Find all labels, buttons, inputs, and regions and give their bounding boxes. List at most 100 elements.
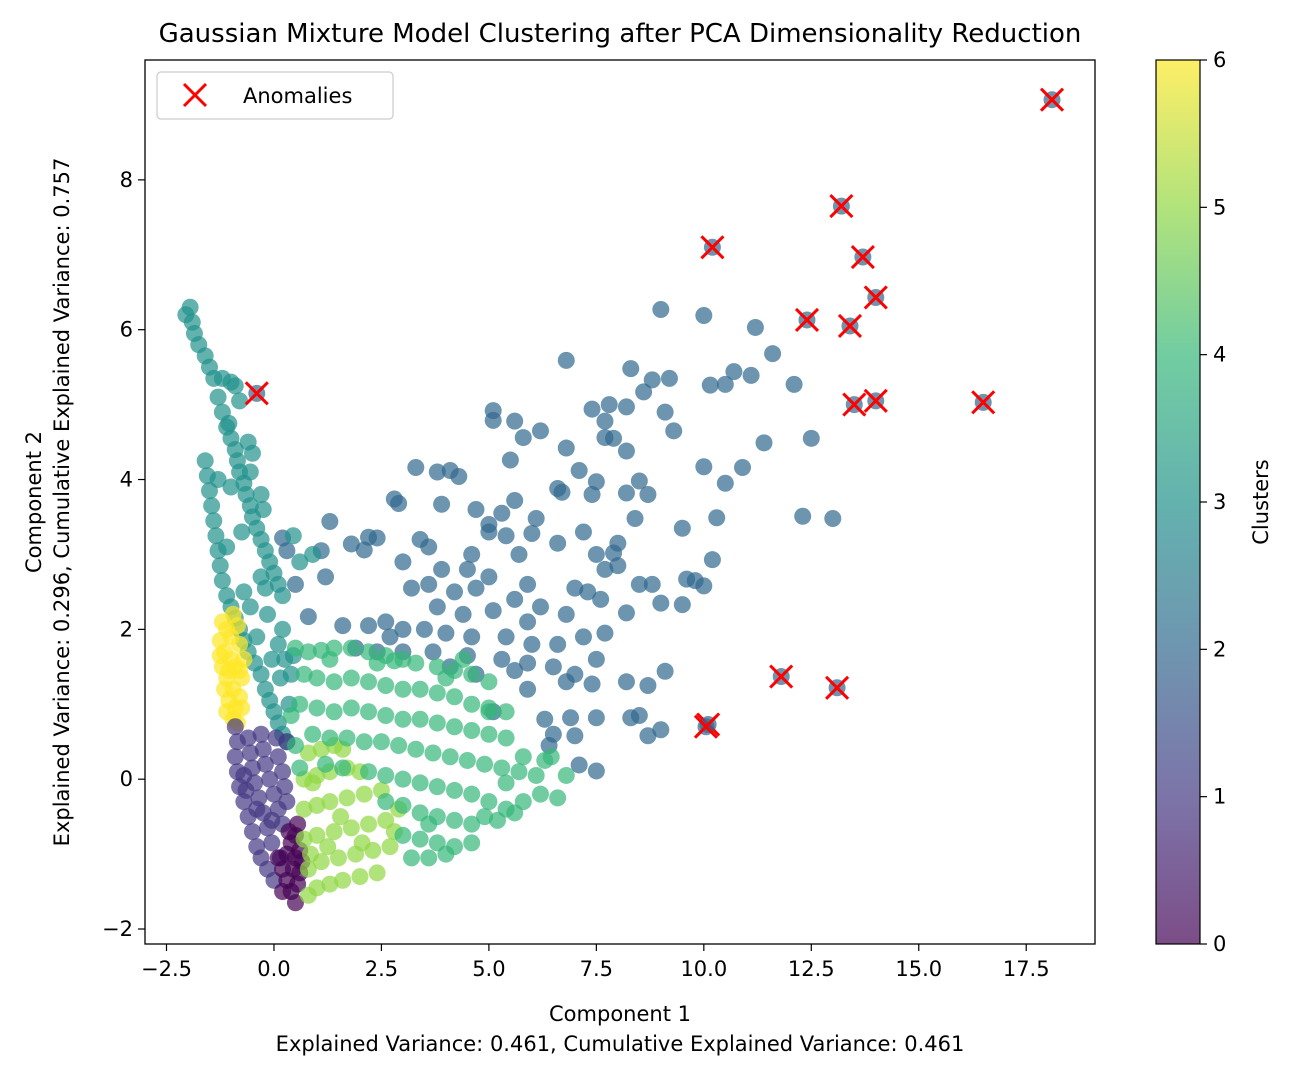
cluster-4-point — [385, 652, 403, 670]
cluster-4-point — [476, 755, 494, 773]
cluster-2-point — [506, 662, 524, 680]
cluster-2-point — [557, 673, 575, 691]
cluster-2-point — [286, 575, 304, 593]
cluster-2-point — [596, 624, 614, 642]
cluster-2-point — [716, 375, 734, 393]
cluster-4-point — [420, 815, 438, 833]
cluster-2-point — [368, 529, 386, 547]
cluster-4-point — [446, 688, 464, 706]
cluster-4-point — [446, 781, 464, 799]
cluster-4-point — [497, 729, 515, 747]
cluster-4-point — [510, 763, 528, 781]
cluster-3-point — [252, 665, 270, 683]
cluster-4-point — [403, 849, 421, 867]
cluster-3-point — [243, 444, 261, 462]
cluster-4-point — [506, 804, 524, 822]
cluster-3-point — [254, 500, 272, 518]
cluster-2-point — [480, 568, 498, 586]
cluster-4-point — [480, 725, 498, 743]
cluster-4-point — [342, 669, 360, 687]
cluster-2-point — [701, 376, 719, 394]
cluster-4-point — [334, 759, 352, 777]
x-tick-label: 5.0 — [472, 957, 505, 981]
cluster-1-point — [241, 744, 259, 762]
y-axis-ticks: −2 0 2 4 6 8 — [102, 168, 145, 941]
cluster-2-point — [497, 628, 515, 646]
cluster-4-point — [308, 699, 326, 717]
cluster-2-point — [630, 575, 648, 593]
anomaly-x-marker — [693, 714, 719, 739]
anomaly-x-marker — [794, 307, 820, 333]
cluster-4-point — [549, 789, 567, 807]
cluster-2-point — [321, 512, 339, 530]
cluster-3-point — [231, 392, 249, 410]
anomaly-x-marker — [244, 381, 269, 406]
cluster-4-point — [542, 748, 560, 766]
legend-label-anomalies: Anomalies — [243, 84, 352, 108]
anomaly-x-marker — [842, 392, 867, 417]
cluster-4-point — [394, 796, 412, 814]
anomaly-x-marker — [829, 194, 854, 219]
cluster-2-point — [639, 677, 657, 695]
x-tick-label: −2.5 — [141, 957, 192, 981]
colorbar-tick-label: 1 — [1213, 785, 1226, 809]
cluster-2-point — [764, 345, 782, 363]
cluster-4-point — [437, 669, 455, 687]
cluster-4-point — [463, 721, 481, 739]
cluster-3-point — [304, 545, 322, 563]
cluster-5-point — [299, 744, 317, 762]
cluster-4-point — [411, 710, 429, 728]
cluster-2-point — [734, 459, 752, 477]
cluster-2-point — [506, 492, 524, 510]
y-tick-label: 6 — [120, 318, 133, 342]
cluster-4-point — [480, 673, 498, 691]
cluster-4-point — [377, 766, 395, 784]
cluster-4-point — [428, 714, 446, 732]
x-axis-label: Component 1 — [549, 1002, 691, 1026]
cluster-6-point — [233, 699, 251, 717]
colorbar-tick-label: 0 — [1213, 932, 1226, 956]
cluster-2-point — [716, 474, 734, 492]
anomaly-x-marker — [863, 285, 888, 310]
cluster-2-point — [794, 507, 812, 525]
cluster-2-point — [467, 500, 485, 518]
cluster-2-point — [497, 527, 515, 545]
cluster-5-point — [308, 879, 326, 897]
cluster-4-point — [463, 785, 481, 803]
cluster-2-point — [557, 439, 575, 457]
cluster-4-point — [514, 748, 532, 766]
colorbar: 0 1 2 3 4 5 6 Clusters — [1155, 48, 1273, 956]
cluster-2-point — [355, 541, 373, 559]
cluster-1-point — [276, 778, 294, 796]
cluster-2-point — [433, 495, 451, 513]
cluster-3-point — [274, 620, 292, 638]
cluster-2-point — [656, 662, 674, 680]
cluster-4-point — [317, 755, 335, 773]
cluster-1-point — [239, 729, 257, 747]
cluster-3-point — [196, 452, 214, 470]
cluster-2-point — [493, 504, 511, 522]
cluster-4-point — [480, 703, 498, 721]
cluster-5-point — [338, 789, 356, 807]
cluster-3-point — [256, 579, 274, 597]
cluster-2-point — [536, 710, 554, 728]
cluster-5-point — [381, 838, 399, 856]
cluster-2-point — [570, 756, 588, 774]
cluster-2-point — [574, 628, 592, 646]
cluster-2-point — [617, 604, 635, 622]
anomaly-x-marker — [863, 388, 888, 413]
cluster-4-point — [428, 778, 446, 796]
cluster-4-point — [372, 733, 390, 751]
cluster-5-point — [304, 774, 322, 792]
cluster-3-point — [271, 669, 289, 687]
colorbar-tick-label: 6 — [1213, 48, 1226, 72]
cluster-5-point — [368, 864, 386, 882]
cluster-4-point — [480, 793, 498, 811]
x-tick-label: 0.0 — [257, 957, 290, 981]
cluster-2-point — [484, 411, 502, 429]
y-tick-label: −2 — [102, 917, 133, 941]
cluster-2-point — [617, 673, 635, 691]
cluster-4-point — [454, 650, 472, 668]
legend-anomaly-marker — [182, 82, 208, 108]
cluster-2-point — [480, 523, 498, 541]
